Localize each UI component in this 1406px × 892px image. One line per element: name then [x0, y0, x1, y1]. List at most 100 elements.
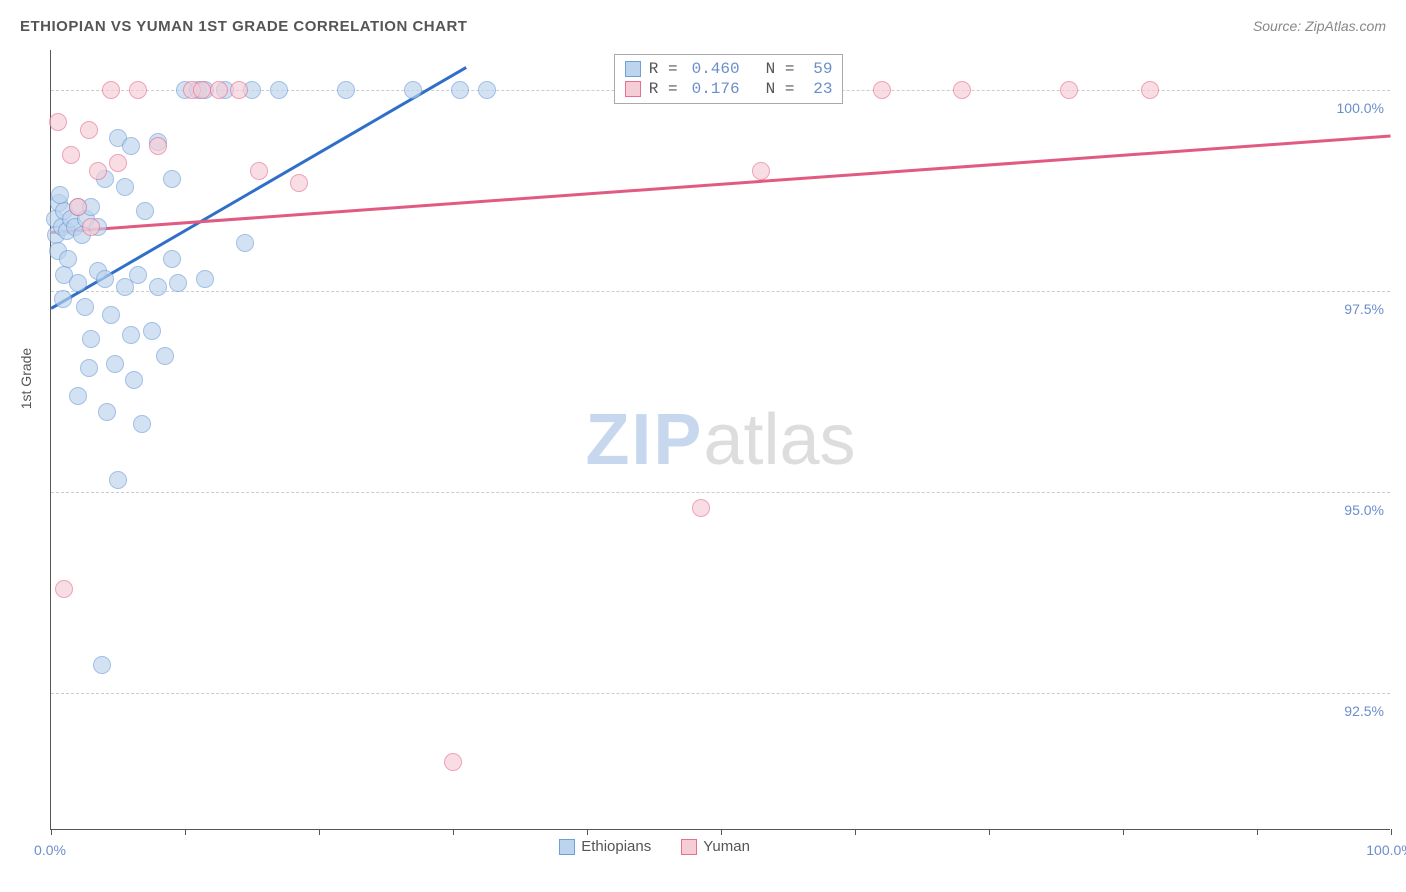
data-point: [270, 81, 288, 99]
x-tick-label: 100.0%: [1366, 842, 1406, 858]
data-point: [143, 322, 161, 340]
data-point: [62, 146, 80, 164]
y-axis-label: 1st Grade: [18, 348, 34, 409]
data-point: [122, 326, 140, 344]
data-point: [109, 471, 127, 489]
data-point: [196, 270, 214, 288]
data-point: [96, 270, 114, 288]
data-point: [80, 121, 98, 139]
data-point: [156, 347, 174, 365]
data-point: [49, 113, 67, 131]
x-tick: [721, 829, 722, 835]
data-point: [102, 306, 120, 324]
data-point: [149, 278, 167, 296]
n-value: 23: [802, 80, 832, 98]
data-point: [163, 250, 181, 268]
data-point: [98, 403, 116, 421]
watermark-part2: atlas: [703, 400, 855, 480]
x-tick: [453, 829, 454, 835]
data-point: [133, 415, 151, 433]
data-point: [109, 154, 127, 172]
data-point: [230, 81, 248, 99]
data-point: [54, 290, 72, 308]
regression-line: [50, 66, 467, 309]
x-tick: [319, 829, 320, 835]
x-tick-label: 0.0%: [34, 842, 66, 858]
y-tick-label: 97.5%: [1344, 301, 1384, 317]
gridline: [51, 492, 1390, 493]
data-point: [129, 266, 147, 284]
y-tick-label: 92.5%: [1344, 703, 1384, 719]
data-point: [122, 137, 140, 155]
r-value: 0.460: [686, 60, 740, 78]
data-point: [692, 499, 710, 517]
n-label: N =: [766, 60, 795, 78]
data-point: [93, 656, 111, 674]
data-point: [136, 202, 154, 220]
data-point: [116, 178, 134, 196]
x-tick: [587, 829, 588, 835]
x-tick: [51, 829, 52, 835]
data-point: [82, 330, 100, 348]
source-label: Source: ZipAtlas.com: [1253, 18, 1386, 34]
regression-line: [51, 134, 1391, 233]
n-value: 59: [802, 60, 832, 78]
data-point: [478, 81, 496, 99]
n-label: N =: [766, 80, 795, 98]
y-tick-label: 100.0%: [1337, 100, 1384, 116]
y-tick-label: 95.0%: [1344, 502, 1384, 518]
data-point: [102, 81, 120, 99]
x-tick: [1391, 829, 1392, 835]
data-point: [125, 371, 143, 389]
x-tick: [989, 829, 990, 835]
data-point: [953, 81, 971, 99]
stats-row: R = 0.176 N = 23: [625, 79, 833, 99]
legend-swatch: [559, 839, 575, 855]
series-legend: Ethiopians Yuman: [559, 838, 750, 855]
r-label: R =: [649, 60, 678, 78]
chart-title: ETHIOPIAN VS YUMAN 1ST GRADE CORRELATION…: [20, 18, 467, 35]
data-point: [76, 298, 94, 316]
data-point: [80, 359, 98, 377]
legend-item: Yuman: [681, 838, 750, 855]
data-point: [250, 162, 268, 180]
x-tick: [855, 829, 856, 835]
data-point: [444, 753, 462, 771]
data-point: [404, 81, 422, 99]
legend-swatch: [625, 61, 641, 77]
gridline: [51, 693, 1390, 694]
scatter-plot: ZIPatlas 92.5% 95.0% 97.5% 100.0% R = 0.460 N …: [50, 50, 1390, 830]
gridline: [51, 291, 1390, 292]
data-point: [106, 355, 124, 373]
stats-row: R = 0.460 N = 59: [625, 59, 833, 79]
data-point: [752, 162, 770, 180]
legend-label: Ethiopians: [581, 838, 651, 855]
legend-item: Ethiopians: [559, 838, 651, 855]
r-label: R =: [649, 80, 678, 98]
data-point: [51, 186, 69, 204]
data-point: [1060, 81, 1078, 99]
x-tick: [1257, 829, 1258, 835]
stats-legend: R = 0.460 N = 59 R = 0.176 N = 23: [614, 54, 844, 104]
data-point: [55, 580, 73, 598]
data-point: [236, 234, 254, 252]
data-point: [210, 81, 228, 99]
watermark: ZIPatlas: [585, 399, 855, 481]
data-point: [69, 198, 87, 216]
r-value: 0.176: [686, 80, 740, 98]
data-point: [1141, 81, 1159, 99]
x-tick: [1123, 829, 1124, 835]
legend-label: Yuman: [703, 838, 750, 855]
data-point: [169, 274, 187, 292]
x-tick: [185, 829, 186, 835]
data-point: [149, 137, 167, 155]
data-point: [290, 174, 308, 192]
data-point: [69, 274, 87, 292]
watermark-part1: ZIP: [585, 400, 703, 480]
data-point: [69, 387, 87, 405]
data-point: [129, 81, 147, 99]
data-point: [873, 81, 891, 99]
data-point: [337, 81, 355, 99]
data-point: [163, 170, 181, 188]
data-point: [82, 218, 100, 236]
